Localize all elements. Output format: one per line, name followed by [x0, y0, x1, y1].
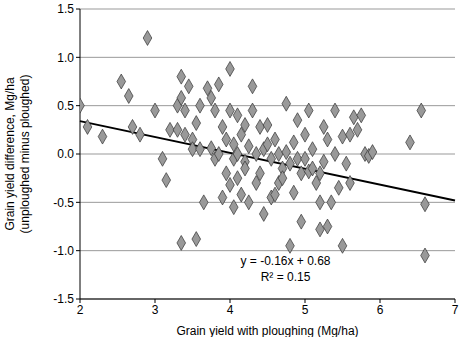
- svg-text:7: 7: [452, 303, 453, 317]
- svg-text:-1.5: -1.5: [53, 292, 74, 306]
- svg-text:-0.5: -0.5: [53, 196, 74, 210]
- svg-text:0.0: 0.0: [57, 147, 74, 161]
- svg-text:6: 6: [377, 303, 384, 317]
- svg-text:R² = 0.15: R² = 0.15: [261, 270, 311, 284]
- svg-text:3: 3: [152, 303, 159, 317]
- svg-text:1.5: 1.5: [57, 2, 74, 16]
- svg-text:0.5: 0.5: [57, 99, 74, 113]
- svg-text:1.0: 1.0: [57, 51, 74, 65]
- svg-text:4: 4: [227, 303, 234, 317]
- svg-text:5: 5: [302, 303, 309, 317]
- svg-text:-1.0: -1.0: [53, 244, 74, 258]
- svg-text:Grain yield difference, Mg/ha(: Grain yield difference, Mg/ha(unploughed…: [8, 75, 32, 234]
- svg-text:2: 2: [77, 303, 84, 317]
- svg-text:Grain yield with ploughing (Mg: Grain yield with ploughing (Mg/ha): [176, 324, 358, 337]
- svg-text:y = -0.16x + 0.68: y = -0.16x + 0.68: [240, 254, 330, 268]
